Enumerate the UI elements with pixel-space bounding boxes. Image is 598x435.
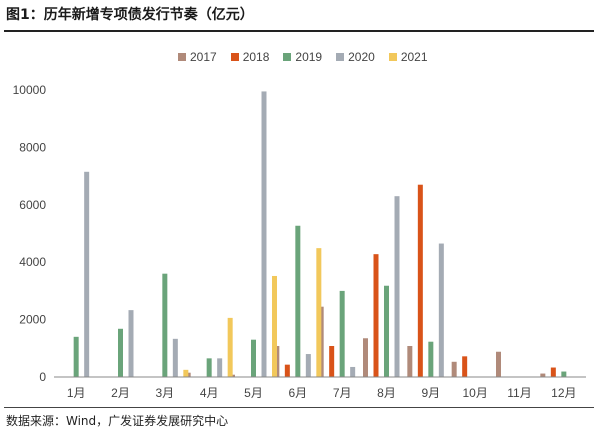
bar-2019-1 [73, 336, 79, 377]
data-source: 数据来源：Wind，广发证券发展研究中心 [6, 414, 229, 428]
bar-2018-12 [550, 367, 556, 377]
x-tick-label: 8月 [377, 386, 396, 400]
bar-2017-9 [407, 346, 413, 377]
legend-item-2018: 2018 [230, 50, 270, 64]
legend-swatch-2019 [283, 53, 292, 61]
chart-title: 图1：历年新增专项债发行节奏（亿元） [6, 7, 254, 23]
y-tick-label: 8000 [19, 140, 46, 154]
legend-item-2020: 2020 [336, 50, 375, 64]
bar-2017-8 [363, 338, 368, 377]
bar-2018-6 [284, 364, 290, 377]
legend-swatch-2021 [388, 53, 397, 61]
bar-2017-11 [496, 351, 501, 377]
x-tick-label: 6月 [288, 386, 307, 400]
y-tick-label: 2000 [19, 313, 46, 327]
bar-2020-5 [261, 91, 267, 377]
legend-swatch-2020 [336, 53, 345, 61]
bar-2020-9 [438, 243, 444, 377]
x-tick-label: 11月 [507, 386, 531, 400]
x-tick-label: 4月 [200, 386, 219, 400]
x-tick-label: 9月 [421, 386, 440, 400]
bar-2019-2 [118, 328, 123, 377]
bar-2020-1 [84, 171, 90, 377]
bar-2019-9 [428, 341, 434, 377]
legend-label-2020: 2020 [348, 50, 375, 64]
x-tick-label: 10月 [462, 386, 487, 400]
bar-2018-10 [462, 356, 468, 377]
x-tick-label: 2月 [111, 386, 130, 400]
legend-item-2017: 2017 [178, 50, 217, 64]
bar-2019-3 [162, 273, 168, 377]
bar-2018-9 [417, 184, 423, 377]
x-tick-label: 7月 [333, 386, 352, 400]
title-divider [4, 30, 594, 32]
y-tick-label: 10000 [13, 83, 47, 97]
legend-swatch-2017 [178, 53, 186, 61]
y-tick-label: 0 [39, 370, 46, 384]
bar-2019-12 [561, 371, 567, 377]
legend-item-2019: 2019 [283, 50, 322, 64]
legend-label-2019: 2019 [295, 50, 323, 64]
bar-2020-7 [350, 366, 356, 377]
bar-2019-4 [206, 358, 212, 377]
bar-2021-4 [227, 317, 233, 377]
bar-2019-6 [295, 225, 301, 377]
bar-2017-12 [540, 373, 546, 377]
bar-2019-8 [384, 285, 389, 377]
x-tick-label: 5月 [244, 386, 263, 400]
bar-2021-3 [183, 369, 189, 377]
legend-label-2018: 2018 [242, 50, 270, 64]
y-tick-label: 6000 [19, 198, 46, 212]
bar-2021-6 [316, 248, 322, 377]
bar-2020-2 [128, 310, 134, 377]
bar-2018-7 [329, 346, 335, 377]
legend-label-2017: 2017 [190, 50, 217, 64]
legend: 2017 2018 2019 2020 2021 [178, 50, 428, 64]
bar-2020-3 [172, 338, 178, 377]
legend-label-2021: 2021 [400, 50, 428, 64]
legend-item-2021: 2021 [388, 50, 428, 64]
bar-2020-6 [305, 354, 311, 377]
bar-2020-8 [394, 196, 400, 377]
x-tick-label: 12月 [551, 386, 576, 400]
y-tick-label: 4000 [19, 255, 46, 269]
bar-2017-10 [451, 361, 457, 377]
x-tick-label: 3月 [155, 386, 174, 400]
bar-2018-8 [373, 254, 379, 377]
bar-2021-5 [272, 275, 277, 377]
x-tick-label: 1月 [67, 386, 86, 400]
bar-2019-7 [339, 290, 345, 377]
legend-swatch-2018 [230, 53, 239, 61]
bar-2020-4 [217, 358, 223, 377]
bar-2019-5 [251, 339, 256, 377]
footer-divider [4, 407, 594, 408]
